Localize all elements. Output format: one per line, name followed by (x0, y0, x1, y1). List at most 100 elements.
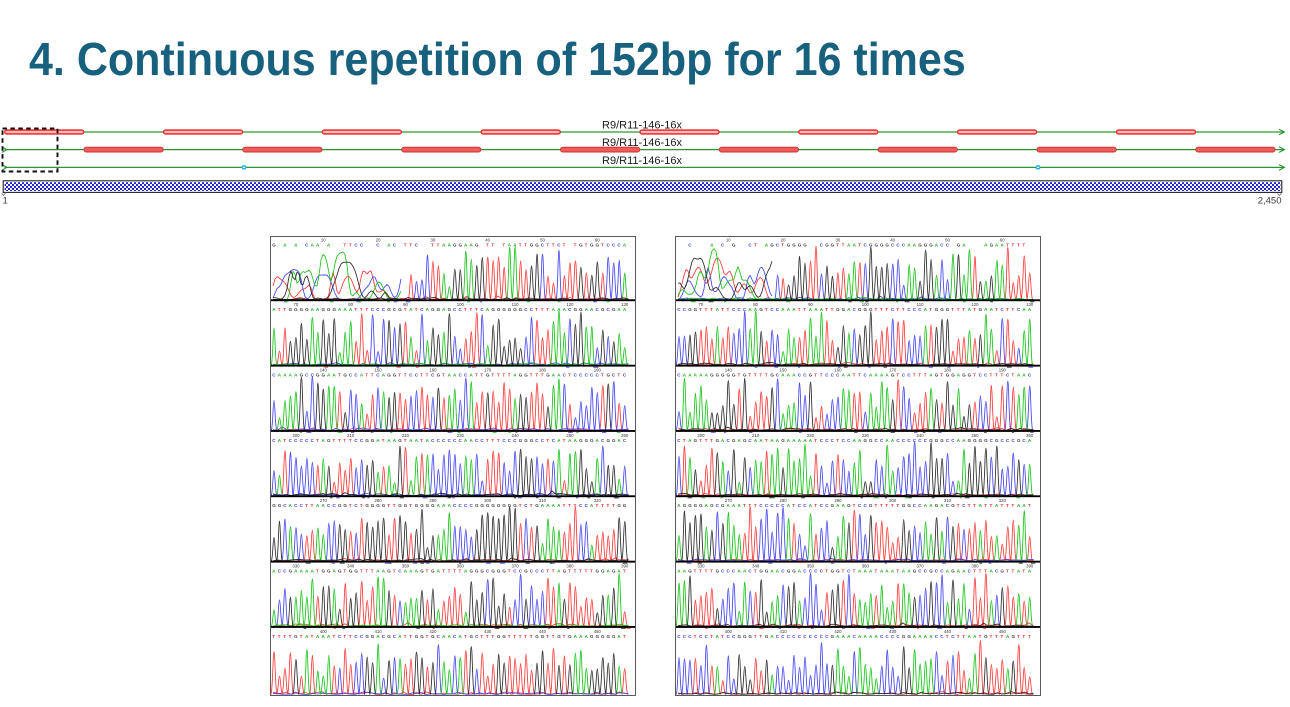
svg-text:50: 50 (945, 238, 950, 243)
svg-text:330: 330 (292, 564, 300, 569)
svg-text:250: 250 (971, 433, 979, 438)
svg-text:80: 80 (753, 302, 758, 307)
svg-text:TTTTTTTTTTTTTTTTT: TTTTTTTTTTTTTTTTT (343, 243, 604, 248)
svg-text:330: 330 (697, 564, 705, 569)
svg-text:TTTTTTTTTTTTTT: TTTTTTTTTTTTTT (283, 438, 565, 443)
svg-text:340: 340 (347, 564, 355, 569)
svg-text:400: 400 (320, 629, 328, 634)
svg-text:200: 200 (697, 433, 705, 438)
svg-text:380: 380 (971, 564, 979, 569)
svg-text:220: 220 (402, 433, 410, 438)
svg-text:70: 70 (294, 302, 299, 307)
svg-text:380: 380 (566, 564, 574, 569)
svg-text:30: 30 (431, 238, 436, 243)
svg-text:20: 20 (781, 238, 786, 243)
svg-text:40: 40 (485, 238, 490, 243)
svg-text:160: 160 (429, 368, 437, 373)
svg-text:90: 90 (403, 302, 408, 307)
svg-text:TTTTTTTTTTTTTTTTTTTT: TTTTTTTTTTTTTTTTTTTT (743, 503, 1031, 508)
svg-text:CCCCCCCCCCCCCCCCCCCCCCCCC: CCCCCCCCCCCCCCCCCCCCCCCCC (677, 634, 955, 639)
svg-text:140: 140 (320, 368, 328, 373)
svg-text:190: 190 (594, 368, 602, 373)
svg-text:10: 10 (321, 238, 326, 243)
svg-text:AAAAAAAAAAA: AAAAAAAAAAA (289, 503, 594, 508)
svg-text:430: 430 (484, 629, 492, 634)
svg-text:AAAAAAAAAAAAAAAAAAA: AAAAAAAAAAAAAAAAAAA (688, 438, 1032, 443)
svg-text:80: 80 (348, 302, 353, 307)
svg-text:100: 100 (457, 302, 465, 307)
svg-text:240: 240 (917, 433, 925, 438)
svg-text:R9/R11-146-16x: R9/R11-146-16x (602, 155, 682, 167)
svg-text:300: 300 (889, 498, 897, 503)
svg-text:320: 320 (999, 498, 1007, 503)
svg-text:420: 420 (429, 629, 437, 634)
svg-text:180: 180 (539, 368, 547, 373)
svg-text:270: 270 (320, 498, 328, 503)
svg-text:20: 20 (376, 238, 381, 243)
svg-text:340: 340 (752, 564, 760, 569)
svg-text:370: 370 (512, 564, 520, 569)
svg-text:220: 220 (807, 433, 815, 438)
svg-text:190: 190 (999, 368, 1007, 373)
svg-text:290: 290 (834, 498, 842, 503)
svg-text:160: 160 (834, 368, 842, 373)
svg-text:140: 140 (725, 368, 733, 373)
svg-text:370: 370 (917, 564, 925, 569)
svg-text:400: 400 (725, 629, 733, 634)
svg-text:R9/R11-146-16x: R9/R11-146-16x (602, 137, 682, 149)
svg-text:280: 280 (375, 498, 383, 503)
svg-text:230: 230 (457, 433, 465, 438)
svg-text:200: 200 (292, 433, 300, 438)
svg-text:440: 440 (539, 629, 547, 634)
svg-text:60: 60 (1000, 238, 1005, 243)
svg-text:2,450: 2,450 (1258, 196, 1282, 207)
svg-text:CCCCCCCCCCCCCCCCCCCCCCCC: CCCCCCCCCCCCCCCCCCCCCCCC (272, 438, 627, 443)
svg-text:420: 420 (834, 629, 842, 634)
svg-text:110: 110 (917, 302, 924, 307)
svg-text:170: 170 (889, 368, 897, 373)
svg-text:290: 290 (429, 498, 437, 503)
svg-text:440: 440 (944, 629, 952, 634)
svg-text:270: 270 (725, 498, 733, 503)
svg-text:150: 150 (780, 368, 788, 373)
svg-text:450: 450 (999, 629, 1007, 634)
svg-text:10: 10 (726, 238, 731, 243)
svg-text:240: 240 (512, 433, 520, 438)
svg-text:130: 130 (621, 302, 629, 307)
svg-text:120: 120 (566, 302, 574, 307)
svg-text:210: 210 (752, 433, 760, 438)
svg-text:350: 350 (402, 564, 410, 569)
svg-text:210: 210 (347, 433, 355, 438)
svg-text:230: 230 (862, 433, 870, 438)
svg-text:450: 450 (594, 629, 602, 634)
svg-text:360: 360 (457, 564, 465, 569)
svg-text:150: 150 (375, 368, 383, 373)
svg-text:410: 410 (375, 629, 383, 634)
svg-text:390: 390 (621, 564, 629, 569)
svg-text:320: 320 (594, 498, 602, 503)
svg-text:50: 50 (540, 238, 545, 243)
svg-text:TTTTTTTTTTTTTTTTTTTT: TTTTTTTTTTTTTTTTTTTT (338, 373, 620, 378)
svg-text:70: 70 (699, 302, 704, 307)
svg-text:AAAAAAAAAAAAAAAA: AAAAAAAAAAAAAAAA (716, 634, 1010, 639)
svg-text:280: 280 (780, 498, 788, 503)
svg-text:90: 90 (808, 302, 813, 307)
svg-text:GGGGGGGGGGGG: GGGGGGGGGGGG (688, 307, 982, 312)
svg-text:360: 360 (862, 564, 870, 569)
svg-text:R9/R11-146-16x: R9/R11-146-16x (602, 120, 682, 132)
svg-text:260: 260 (1026, 433, 1034, 438)
svg-text:180: 180 (944, 368, 952, 373)
svg-text:390: 390 (1026, 564, 1034, 569)
svg-text:310: 310 (944, 498, 952, 503)
svg-text:170: 170 (484, 368, 492, 373)
svg-text:300: 300 (484, 498, 492, 503)
svg-text:250: 250 (566, 433, 574, 438)
svg-text:30: 30 (836, 238, 841, 243)
svg-text:430: 430 (889, 629, 897, 634)
svg-text:100: 100 (862, 302, 870, 307)
svg-text:260: 260 (621, 433, 629, 438)
svg-text:120: 120 (971, 302, 979, 307)
svg-text:110: 110 (512, 302, 519, 307)
svg-text:310: 310 (539, 498, 547, 503)
svg-text:410: 410 (780, 629, 788, 634)
